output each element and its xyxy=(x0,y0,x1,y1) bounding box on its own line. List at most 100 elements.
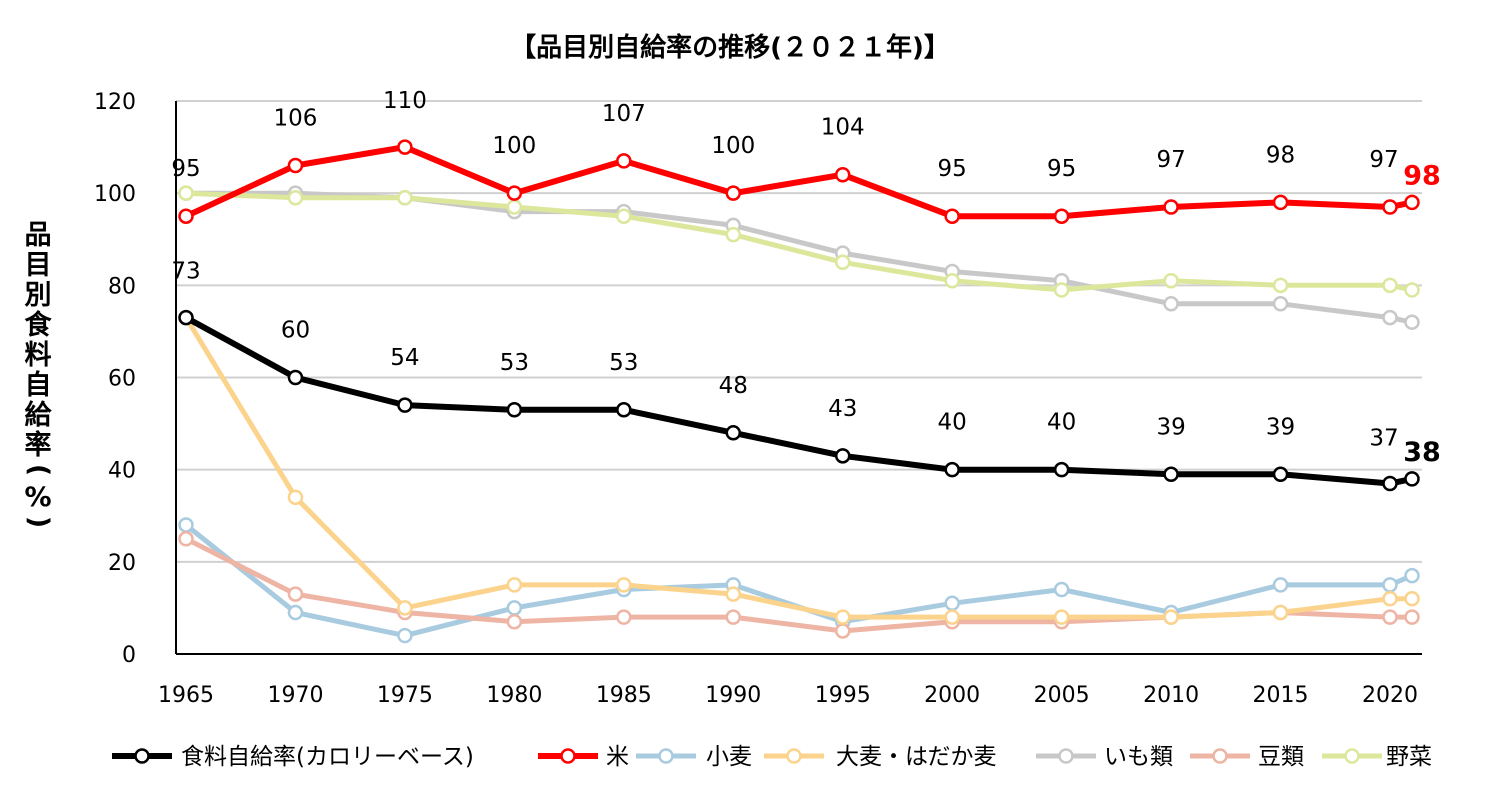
data-point-vegetables xyxy=(1382,277,1398,294)
legend-swatch-marker xyxy=(658,748,674,764)
legend-item-wheat: 小麦 xyxy=(636,744,752,770)
y-axis-label-char: % xyxy=(24,482,51,513)
legend-item-rice: 米 xyxy=(538,744,629,770)
data-label-rice: 95 xyxy=(171,156,200,182)
data-point-wheat xyxy=(1272,577,1289,593)
y-tick-label: 40 xyxy=(108,459,136,484)
data-point-barley xyxy=(506,577,523,593)
y-axis-label-char: 率 xyxy=(25,429,52,461)
series-beans xyxy=(178,531,1420,639)
x-tick-label: 1965 xyxy=(158,683,214,708)
data-point-barley xyxy=(1163,609,1179,625)
data-point-calorie-based xyxy=(178,309,194,326)
data-point-rice xyxy=(178,208,194,224)
legend-label: 食料自給率(カロリーベース) xyxy=(181,744,474,770)
x-tick-label: 2015 xyxy=(1253,683,1309,708)
data-point-wheat xyxy=(178,517,194,533)
x-tick-label: 1975 xyxy=(377,683,433,708)
data-point-vegetables xyxy=(287,190,304,206)
data-label-calorie-based: 37 xyxy=(1369,425,1398,451)
y-tick-label: 80 xyxy=(108,274,136,299)
data-point-calorie-based xyxy=(1382,475,1398,492)
data-point-vegetables xyxy=(1163,272,1179,289)
data-point-rice xyxy=(1163,199,1179,215)
data-label-rice: 95 xyxy=(938,156,967,182)
axes xyxy=(175,101,1422,655)
data-point-calorie-based xyxy=(834,448,851,464)
data-point-beans xyxy=(834,623,851,639)
y-tick-label: 0 xyxy=(122,643,136,668)
y-axis-label-char: 食 xyxy=(25,309,53,341)
data-point-calorie-based xyxy=(1404,471,1420,487)
data-point-barley xyxy=(725,586,742,602)
data-point-vegetables xyxy=(1053,282,1070,298)
data-point-calorie-based xyxy=(1163,466,1179,483)
y-tick-labels: 0 20 40 60 80 100 120 xyxy=(94,90,136,668)
y-axis-label-char: ) xyxy=(23,516,54,528)
data-point-vegetables xyxy=(616,208,632,224)
data-point-calorie-based xyxy=(725,425,742,441)
data-point-rice xyxy=(1404,194,1420,211)
legend-label: いも類 xyxy=(1104,744,1173,770)
data-point-potatoes xyxy=(1272,296,1289,312)
data-point-calorie-based xyxy=(1053,461,1070,478)
data-point-calorie-based xyxy=(1272,466,1289,483)
legend-item-vegetables: 野菜 xyxy=(1322,744,1432,770)
series-line-wheat xyxy=(183,522,1415,639)
data-label-rice: 104 xyxy=(821,115,865,141)
x-tick-label: 1990 xyxy=(705,683,761,708)
data-point-vegetables xyxy=(178,185,194,201)
data-point-vegetables xyxy=(725,226,742,243)
y-axis-label-char: ( xyxy=(23,464,54,476)
data-point-beans xyxy=(725,609,742,625)
y-axis-label-char: 自 xyxy=(25,369,52,401)
x-tick-label: 1970 xyxy=(267,683,323,708)
data-point-beans xyxy=(1404,609,1420,625)
y-axis-label-char: 給 xyxy=(25,399,53,431)
x-tick-label: 1980 xyxy=(486,683,542,708)
y-axis-label-char: 目 xyxy=(25,250,52,281)
gridlines xyxy=(176,100,1422,563)
x-tick-label: 1995 xyxy=(815,683,871,708)
data-point-vegetables xyxy=(1404,282,1420,298)
data-label-rice: 97 xyxy=(1369,147,1398,173)
data-point-wheat xyxy=(287,604,304,621)
data-point-wheat xyxy=(1404,567,1420,584)
data-label-calorie-based: 43 xyxy=(828,396,857,422)
data-label-calorie-based: 40 xyxy=(938,410,967,436)
data-label-rice: 100 xyxy=(711,133,755,159)
data-point-vegetables xyxy=(1272,277,1289,294)
series-vegetables xyxy=(178,185,1420,298)
data-point-potatoes xyxy=(1163,296,1179,312)
y-tick-label: 20 xyxy=(108,551,136,576)
y-axis-label-char: 別 xyxy=(25,280,52,311)
data-label-calorie-based: 39 xyxy=(1266,414,1295,440)
y-tick-label: 100 xyxy=(94,182,136,207)
data-label-rice: 106 xyxy=(274,106,318,132)
data-label-calorie-based: 48 xyxy=(719,373,748,399)
data-label-calorie-based: 53 xyxy=(609,350,638,376)
data-label-rice: 107 xyxy=(602,101,646,127)
y-axis-label-char: 料 xyxy=(25,340,52,371)
legend-swatch-marker xyxy=(1212,748,1228,764)
data-point-rice xyxy=(1053,208,1070,224)
legend: 食料自給率(カロリーベース) 米 小麦 大麦・はだか麦 いも類 豆類 野菜 xyxy=(112,744,1432,770)
data-point-barley xyxy=(1053,609,1070,625)
legend-swatch-marker xyxy=(560,748,576,764)
series-line-rice xyxy=(183,144,1415,220)
data-point-rice xyxy=(1382,199,1398,215)
data-point-rice xyxy=(725,185,742,201)
data-point-rice xyxy=(506,185,523,201)
data-point-calorie-based xyxy=(287,369,304,386)
data-point-vegetables xyxy=(397,190,413,206)
x-tick-label: 2020 xyxy=(1362,683,1418,708)
data-point-barley xyxy=(397,600,413,616)
x-tick-labels: 1965 1970 1975 1980 1985 1990 1995 2000 2005 2010… xyxy=(158,683,1418,708)
data-point-calorie-based xyxy=(616,402,632,418)
data-label-calorie-based: 73 xyxy=(171,259,200,285)
legend-item-barley: 大麦・はだか麦 xyxy=(764,744,997,770)
x-tick-label: 2010 xyxy=(1143,683,1199,708)
x-tick-label: 1985 xyxy=(596,683,652,708)
